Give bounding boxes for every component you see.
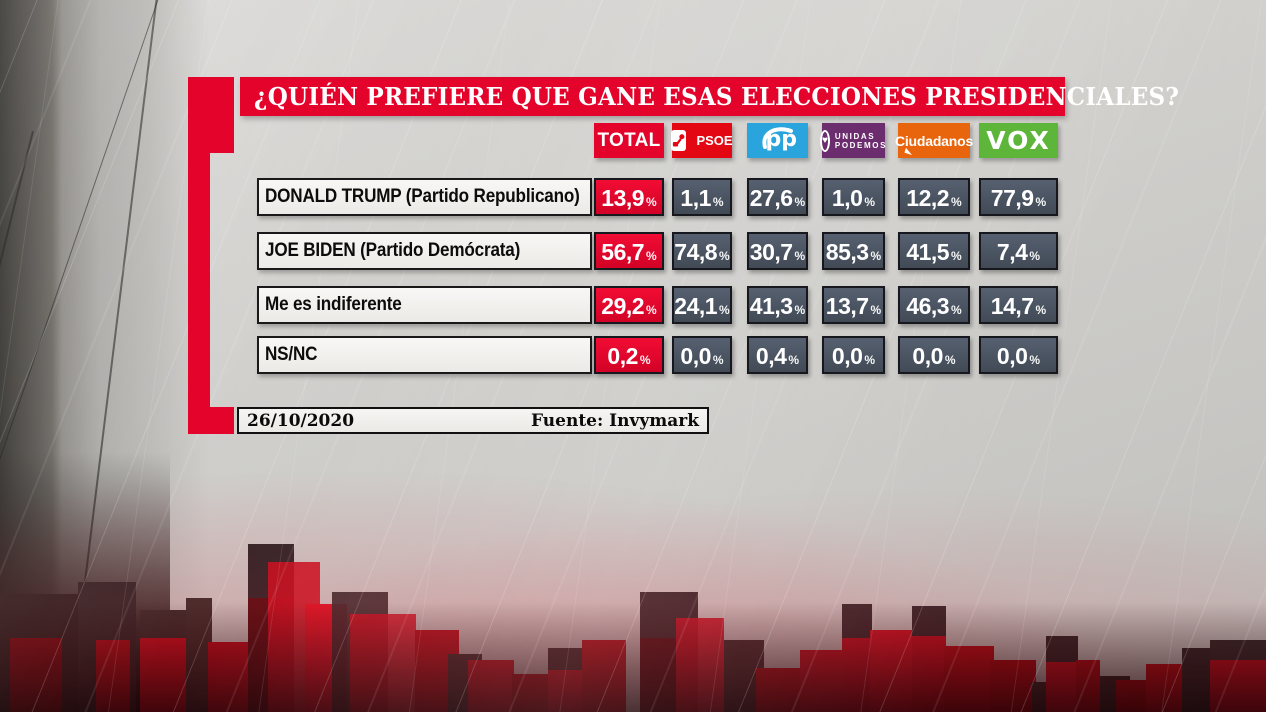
value-cell: 7,4% — [979, 232, 1058, 270]
ciudadanos-label: Ciudadanos — [894, 132, 974, 149]
date-label: 26/10/2020 — [247, 410, 355, 431]
column-header-psoe: PSOE — [671, 123, 733, 158]
column-header-pp: pp — [747, 123, 808, 158]
table-row-label: JOE BIDEN (Partido Demócrata) — [257, 232, 592, 270]
vox-label: VOX — [986, 126, 1051, 155]
footer-bar: 26/10/2020 Fuente: Invymark — [237, 407, 709, 434]
psoe-fist-rose-icon — [671, 130, 687, 151]
value-cell: 77,9% — [979, 178, 1058, 216]
value-cell-total: 29,2% — [594, 286, 664, 324]
value-cell: 41,3% — [747, 286, 808, 324]
column-header-total: TOTAL — [594, 123, 664, 158]
column-header-vox: VOX — [979, 123, 1058, 158]
source-label: Fuente: Invymark — [531, 410, 699, 431]
value-cell: 27,6% — [747, 178, 808, 216]
value-cell: 46,3% — [898, 286, 970, 324]
value-cell: 13,7% — [822, 286, 885, 324]
value-cell: 0,4% — [747, 336, 808, 374]
value-cell: 30,7% — [747, 232, 808, 270]
value-cell-total: 0,2% — [594, 336, 664, 374]
red-bracket-stem — [188, 77, 210, 433]
value-cell: 0,0% — [898, 336, 970, 374]
podemos-heart-icon: ♥ — [819, 129, 830, 152]
page-title: ¿QUIÉN PREFIERE QUE GANE ESAS ELECCIONES… — [254, 82, 1180, 111]
table-row-label: Me es indiferente — [257, 286, 592, 324]
column-header-unidas-podemos: ♥ UNIDAS PODEMOS — [819, 123, 888, 158]
table-row-label: DONALD TRUMP (Partido Republicano) — [257, 178, 592, 216]
value-cell-total: 56,7% — [594, 232, 664, 270]
psoe-label: PSOE — [696, 133, 733, 148]
value-cell: 74,8% — [672, 232, 732, 270]
red-bracket-foot — [188, 407, 234, 434]
value-cell: 14,7% — [979, 286, 1058, 324]
value-cell-total: 13,9% — [594, 178, 664, 216]
value-cell: 1,0% — [822, 178, 885, 216]
table-row-label: NS/NC — [257, 336, 592, 374]
value-cell: 12,2% — [898, 178, 970, 216]
value-cell: 85,3% — [822, 232, 885, 270]
value-cell: 0,0% — [979, 336, 1058, 374]
pp-gaviota-icon: pp — [755, 125, 801, 157]
value-cell: 24,1% — [672, 286, 732, 324]
value-cell: 0,0% — [672, 336, 732, 374]
pp-label: pp — [765, 126, 798, 152]
column-header-ciudadanos: Ciudadanos — [894, 123, 974, 158]
total-label: TOTAL — [597, 129, 661, 151]
value-cell: 41,5% — [898, 232, 970, 270]
title-bar: ¿QUIÉN PREFIERE QUE GANE ESAS ELECCIONES… — [240, 77, 1179, 116]
ciudadanos-arrow-icon — [904, 147, 914, 156]
value-cell: 1,1% — [672, 178, 732, 216]
value-cell: 0,0% — [822, 336, 885, 374]
unidas-podemos-label: UNIDAS PODEMOS — [834, 131, 888, 150]
